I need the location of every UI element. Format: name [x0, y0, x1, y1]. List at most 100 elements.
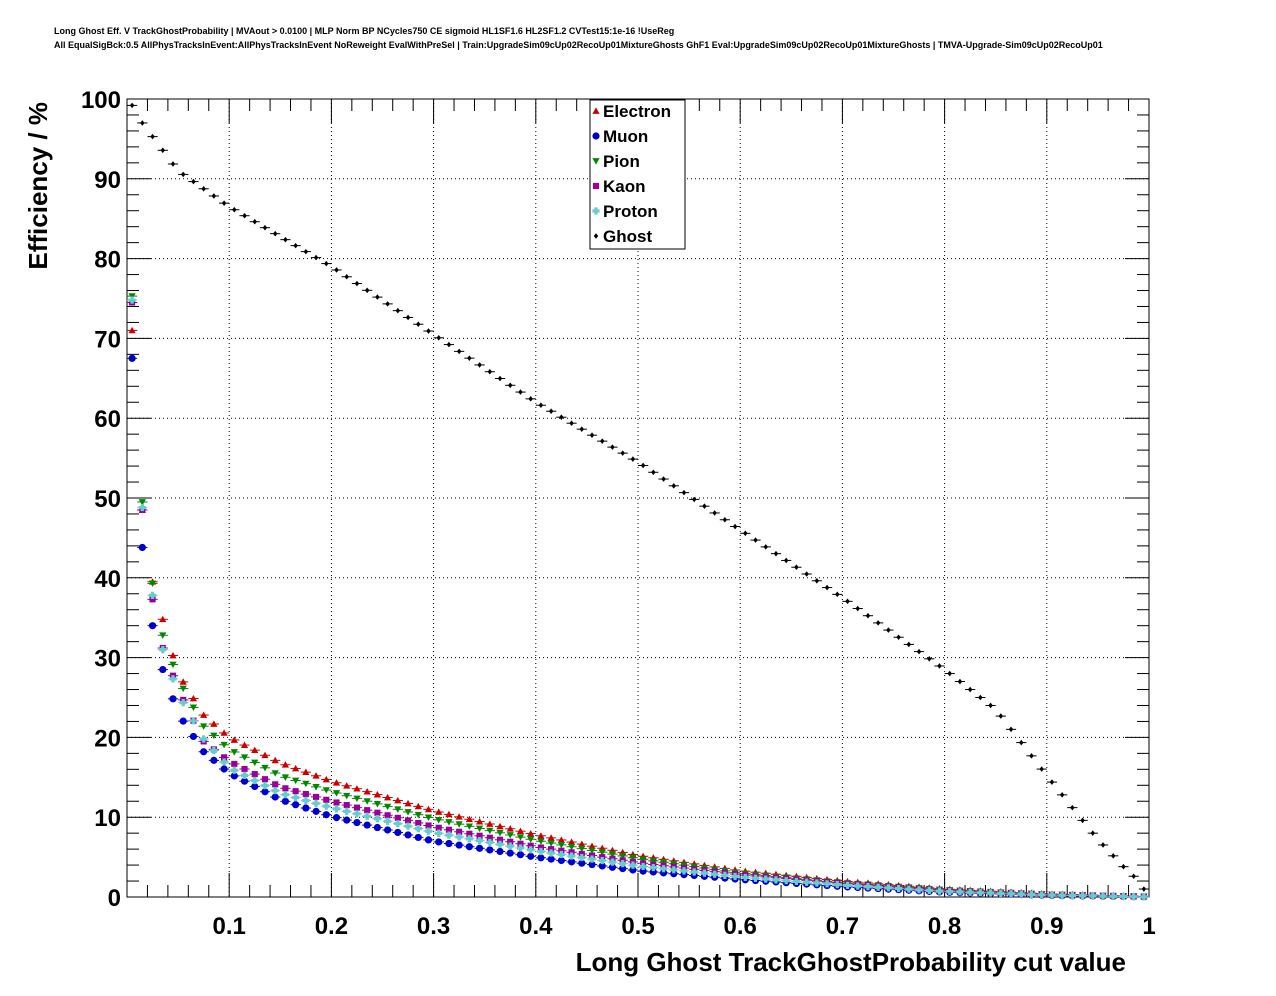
data-point: [608, 858, 617, 866]
data-point: [700, 869, 709, 877]
data-point: [475, 844, 484, 852]
data-point: [322, 787, 330, 794]
y-tick-label: 0: [108, 885, 121, 912]
x-tick-label: 0.9: [1030, 913, 1063, 940]
data-point: [753, 537, 758, 543]
data-point: [394, 806, 402, 813]
data-point: [567, 852, 576, 860]
data-point: [814, 577, 820, 584]
data-point: [670, 870, 678, 878]
data-point: [230, 772, 238, 780]
data-point: [629, 854, 637, 862]
data-point: [404, 822, 412, 830]
x-axis-label: Long Ghost TrackGhostProbability cut val…: [576, 947, 1126, 977]
data-point: [467, 355, 472, 361]
data-point: [435, 816, 443, 824]
data-point: [394, 828, 402, 837]
data-point: [1070, 804, 1075, 811]
data-point: [578, 853, 586, 862]
data-point: [302, 768, 310, 775]
data-point: [322, 775, 330, 783]
data-point: [179, 685, 187, 693]
data-point: [220, 765, 228, 773]
data-point: [1121, 863, 1126, 870]
data-point: [138, 503, 146, 512]
data-point: [865, 612, 871, 619]
data-point: [200, 735, 208, 743]
data-point: [189, 732, 198, 741]
y-tick-label: 50: [94, 486, 121, 513]
data-point: [424, 805, 433, 813]
data-point: [159, 665, 167, 674]
x-tick-label: 0.2: [315, 913, 348, 940]
data-point: [363, 798, 371, 805]
data-point: [363, 812, 371, 820]
data-point: [394, 796, 402, 804]
data-point: [394, 814, 401, 821]
data-point: [659, 865, 668, 873]
data-point: [323, 796, 330, 803]
data-point: [1059, 792, 1065, 798]
data-point: [302, 804, 310, 812]
data-point: [334, 267, 339, 273]
data-point: [271, 770, 279, 777]
chart-title: Long Ghost Eff. V TrackGhostProbability …: [54, 26, 675, 36]
data-point: [375, 294, 380, 300]
data-point: [465, 843, 473, 851]
data-point: [681, 489, 687, 496]
x-tick-label: 0.4: [519, 913, 553, 940]
data-point: [620, 450, 625, 456]
axes: 0.1 0.2 0.3 0.4 0.5 0.6 0.7 0.8 0.9 1010203040506…: [81, 87, 1156, 940]
data-point: [395, 307, 401, 314]
legend-entry: Ghost: [603, 227, 652, 246]
y-tick-label: 100: [81, 87, 121, 114]
data-point: [1130, 893, 1138, 901]
data-point: [537, 847, 545, 856]
data-point: [486, 846, 494, 854]
data-point: [189, 717, 198, 725]
data-point: [905, 885, 913, 893]
data-point: [925, 886, 933, 895]
data-point: [506, 849, 514, 857]
data-point: [435, 829, 443, 837]
data-point: [1027, 890, 1036, 899]
data-point: [855, 605, 860, 612]
data-point: [956, 888, 964, 896]
data-point: [414, 802, 422, 810]
data-point: [240, 777, 249, 785]
data-point: [200, 723, 208, 730]
data-point: [547, 855, 555, 863]
data-point: [1039, 766, 1044, 772]
data-point: [486, 827, 494, 835]
data-point: [1089, 892, 1097, 900]
data-point: [1008, 726, 1014, 733]
data-point: [854, 882, 862, 890]
data-point: [128, 326, 136, 334]
data-point: [231, 760, 238, 767]
data-point: [978, 694, 983, 701]
data-point: [271, 756, 279, 764]
data-point: [169, 661, 177, 669]
data-point: [353, 818, 361, 827]
data-point: [373, 800, 381, 808]
data-point: [283, 236, 288, 243]
data-point: [232, 206, 237, 213]
data-point: [302, 796, 310, 805]
data-point: [988, 702, 993, 709]
legend-box: [589, 99, 686, 250]
data-point: [292, 801, 300, 809]
data-point: [671, 483, 677, 489]
data-point: [251, 771, 258, 778]
data-point: [649, 857, 657, 865]
data-point: [537, 854, 545, 862]
data-point: [455, 821, 463, 828]
legend-entry: Pion: [603, 152, 640, 171]
data-point: [670, 866, 678, 874]
data-point: [772, 876, 780, 884]
data-point: [702, 503, 707, 509]
data-point: [281, 791, 290, 799]
data-point: [332, 790, 341, 797]
data-point: [486, 834, 493, 841]
data-point: [711, 870, 719, 878]
data-point: [475, 817, 484, 825]
